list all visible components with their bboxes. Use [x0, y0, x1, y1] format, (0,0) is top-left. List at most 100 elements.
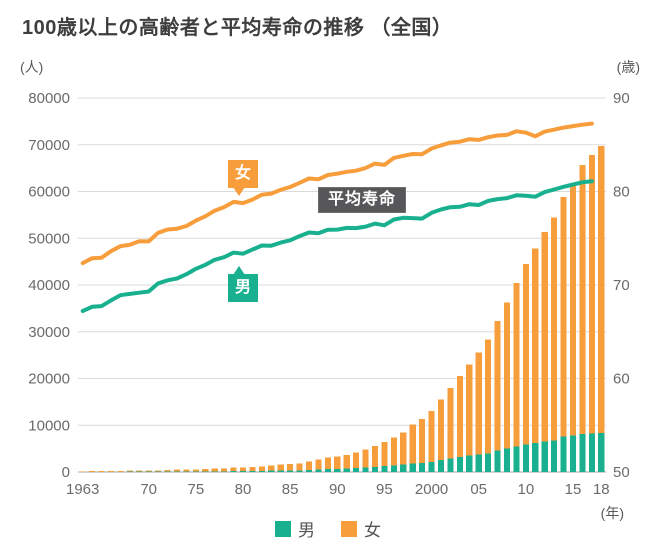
- bar-men-1981: [249, 471, 256, 472]
- bar-men-1990: [334, 468, 341, 472]
- bar-men-1976: [202, 471, 209, 472]
- bar-men-2000: [428, 461, 435, 472]
- bar-women-2015: [569, 184, 577, 436]
- left-axis-tick: 30000: [28, 324, 70, 341]
- legend-swatch-men-icon: [275, 520, 291, 537]
- legend-label-women: 女: [364, 521, 381, 540]
- x-axis-unit: (年): [600, 505, 624, 521]
- bar-men-1980: [239, 471, 247, 472]
- bar-women-1978: [221, 468, 228, 472]
- bar-women-1980: [239, 467, 247, 472]
- bar-men-2010: [522, 444, 529, 472]
- bar-women-1979: [230, 467, 237, 472]
- bar-men-2006: [485, 453, 492, 472]
- x-axis-tick-75: 75: [188, 481, 205, 498]
- legend-item-men: 男: [275, 516, 315, 541]
- left-axis-tick: 10000: [28, 417, 70, 434]
- right-axis-tick: 70: [613, 277, 630, 294]
- bar-women-2001: [437, 399, 445, 461]
- bar-men-2015: [569, 435, 577, 472]
- line-men: [80, 179, 594, 314]
- bar-women-1974: [183, 469, 190, 472]
- bar-men-2012: [541, 441, 548, 472]
- bar-women-2002: [447, 388, 454, 459]
- bar-women-1976: [202, 468, 209, 472]
- bar-women-1987: [305, 461, 313, 470]
- bar-women-1969: [136, 470, 143, 472]
- bar-men-1992: [353, 468, 360, 472]
- bar-women-2003: [456, 375, 463, 458]
- x-axis-tick-1963: 1963: [66, 481, 99, 498]
- bar-women-2009: [513, 283, 520, 447]
- bar-men-1985: [287, 470, 294, 472]
- bar-men-2002: [447, 458, 454, 472]
- left-axis-tick: 20000: [28, 371, 70, 388]
- bar-men-1993: [362, 467, 369, 472]
- bar-men-1999: [419, 462, 426, 472]
- line-women: [80, 121, 594, 266]
- callout-men-pointer-icon: [233, 266, 245, 275]
- legend-swatch-women-icon: [341, 520, 357, 537]
- right-axis-tick: 50: [613, 464, 630, 481]
- bar-men-2018: [598, 433, 605, 472]
- bar-men-1978: [221, 471, 228, 472]
- bar-men-2001: [437, 460, 445, 472]
- left-axis-unit: (人): [20, 59, 44, 75]
- bar-men-2011: [532, 443, 539, 472]
- bar-women-1990: [334, 456, 341, 469]
- left-axis-tick: 0: [62, 464, 70, 481]
- callout-men: 男: [228, 266, 258, 302]
- bar-men-2005: [475, 454, 482, 472]
- bar-women-2012: [541, 231, 548, 442]
- bar-women-2013: [551, 217, 558, 441]
- bar-women-2016: [579, 164, 586, 434]
- callout-life-expectancy: 平均寿命: [318, 187, 406, 213]
- x-axis-tick-18: 18: [593, 481, 610, 498]
- callout-men-label: 男: [234, 279, 251, 296]
- left-axis-tick: 40000: [28, 277, 70, 294]
- bar-women-1963: [79, 471, 86, 472]
- bar-women-2005: [475, 352, 482, 455]
- bar-men-2014: [560, 436, 567, 472]
- bar-women-2018: [598, 145, 605, 434]
- x-axis-tick-90: 90: [329, 481, 346, 498]
- bar-men-1989: [324, 469, 331, 472]
- bar-women-1997: [400, 432, 407, 465]
- bar-women-1972: [164, 470, 171, 472]
- left-axis-tick: 50000: [28, 230, 70, 247]
- bar-women-1993: [362, 449, 369, 468]
- bar-women-1964: [89, 471, 96, 472]
- x-axis-labels: 1963 70 75 80 85 90 95 2000 05 10 15 18: [66, 481, 610, 498]
- legend-label-men: 男: [298, 521, 315, 540]
- legend-item-women: 女: [341, 516, 381, 541]
- bar-women-1991: [343, 455, 350, 469]
- bar-men-2007: [494, 450, 501, 472]
- bar-men-1984: [277, 470, 284, 472]
- bar-men-1994: [371, 466, 379, 472]
- bar-women-2017: [588, 154, 595, 434]
- bar-women-1975: [192, 469, 199, 472]
- bar-women-1971: [155, 470, 162, 472]
- bar-women-2011: [532, 248, 539, 444]
- left-axis-tick: 70000: [28, 137, 70, 154]
- bar-women-2014: [560, 197, 567, 437]
- bar-women-1994: [371, 445, 379, 467]
- bar-women-1995: [381, 442, 388, 467]
- x-axis-tick-95: 95: [376, 481, 393, 498]
- bar-women-1984: [277, 464, 284, 471]
- callout-women: 女: [228, 160, 258, 196]
- bar-women-2006: [485, 339, 492, 454]
- bar-men-1998: [409, 463, 416, 472]
- chart-title: 100歳以上の高齢者と平均寿命の推移 （全国）: [22, 17, 453, 39]
- bar-women-1973: [173, 469, 181, 472]
- callout-women-pointer-icon: [233, 187, 245, 196]
- bar-men-2004: [466, 455, 473, 472]
- x-axis-tick-05: 05: [470, 481, 487, 498]
- bar-men-1991: [343, 468, 350, 472]
- bar-men-2008: [503, 448, 511, 472]
- right-axis-unit: (歳): [616, 59, 640, 75]
- bar-men-1977: [211, 471, 218, 472]
- callout-women-label: 女: [234, 165, 251, 182]
